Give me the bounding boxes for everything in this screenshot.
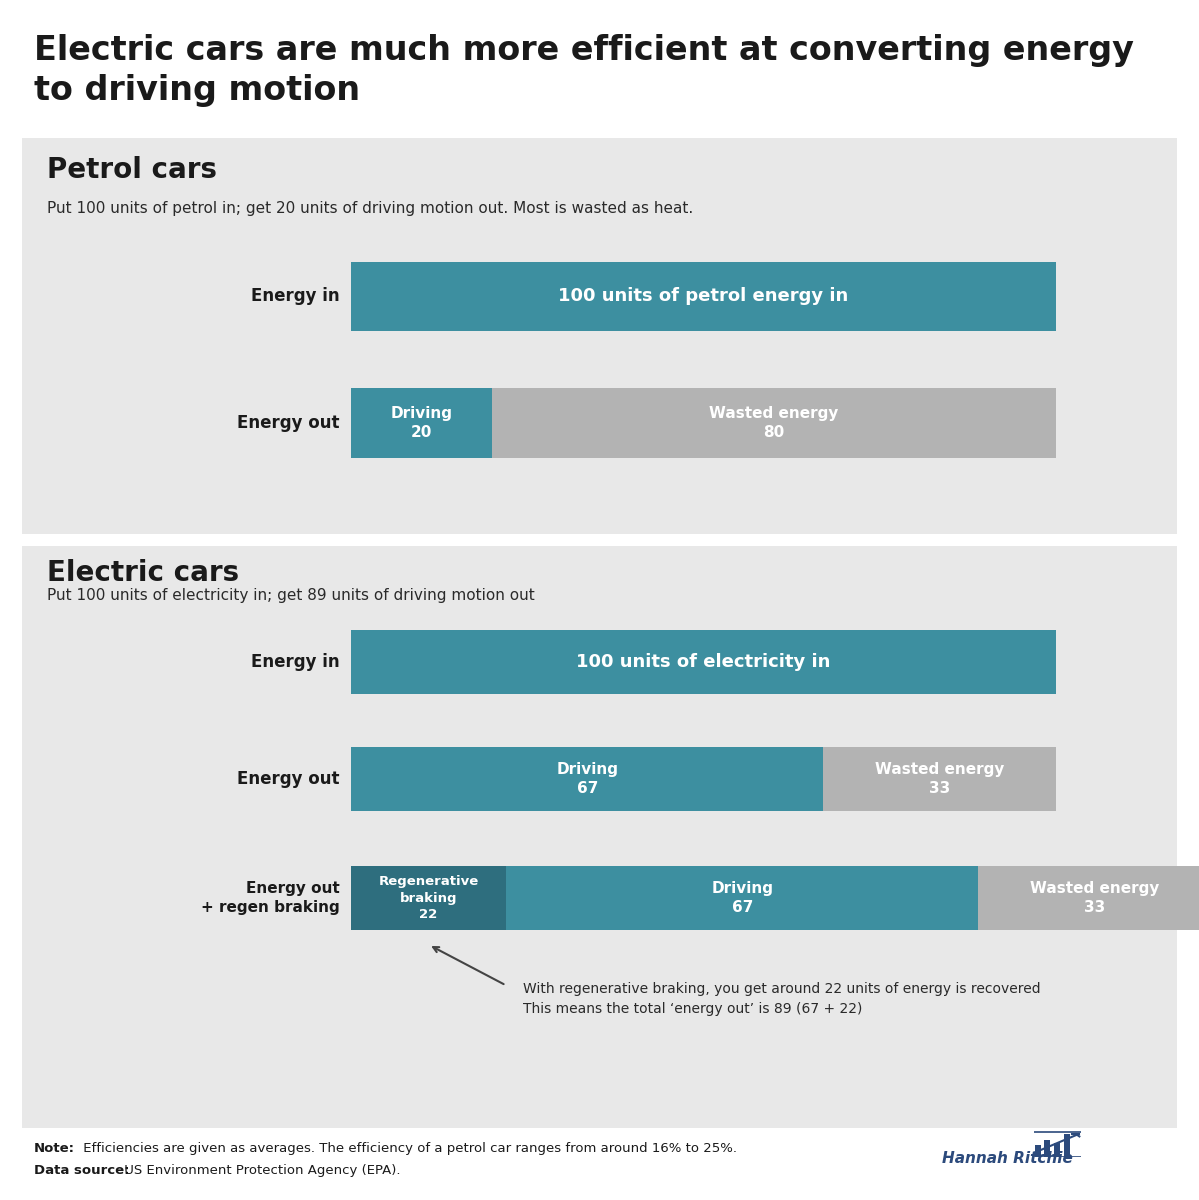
Text: Driving
67: Driving 67 [556,762,619,796]
Text: Energy out: Energy out [237,414,339,432]
Text: Energy in: Energy in [251,287,339,305]
Text: 100 units of electricity in: 100 units of electricity in [577,653,831,671]
Text: Energy out: Energy out [237,770,339,787]
FancyBboxPatch shape [978,866,1199,930]
Text: Driving
67: Driving 67 [711,881,773,916]
Bar [1044,1140,1050,1157]
Text: Put 100 units of electricity in; get 89 units of driving motion out: Put 100 units of electricity in; get 89 … [47,588,535,602]
FancyBboxPatch shape [492,389,1056,457]
Text: Hannah Ritchie: Hannah Ritchie [942,1152,1073,1166]
FancyBboxPatch shape [351,630,1056,695]
FancyBboxPatch shape [506,866,978,930]
Text: Electric cars: Electric cars [47,559,239,587]
Text: Energy out
+ regen braking: Energy out + regen braking [200,881,339,916]
Text: Driving
20: Driving 20 [391,406,452,440]
Text: Regenerative
braking
22: Regenerative braking 22 [379,875,478,922]
Bar [1054,1144,1060,1157]
FancyBboxPatch shape [824,746,1056,811]
Text: 100 units of petrol energy in: 100 units of petrol energy in [559,287,849,305]
Text: Put 100 units of petrol in; get 20 units of driving motion out. Most is wasted a: Put 100 units of petrol in; get 20 units… [47,202,693,216]
Text: Wasted energy
80: Wasted energy 80 [710,406,839,440]
Text: With regenerative braking, you get around 22 units of energy is recovered
This m: With regenerative braking, you get aroun… [524,983,1041,1016]
FancyBboxPatch shape [351,389,492,457]
Text: Wasted energy
33: Wasted energy 33 [1030,881,1159,916]
Text: Note:: Note: [34,1142,74,1156]
FancyBboxPatch shape [351,746,824,811]
Text: to driving motion: to driving motion [34,74,360,108]
Bar [1035,1146,1041,1157]
Text: Petrol cars: Petrol cars [47,156,217,184]
FancyBboxPatch shape [351,262,1056,331]
Bar [1064,1134,1070,1157]
Text: Efficiencies are given as averages. The efficiency of a petrol car ranges from a: Efficiencies are given as averages. The … [79,1142,737,1156]
Text: US Environment Protection Agency (EPA).: US Environment Protection Agency (EPA). [120,1164,400,1177]
FancyBboxPatch shape [351,866,506,930]
Text: Energy in: Energy in [251,653,339,671]
Text: Wasted energy
33: Wasted energy 33 [875,762,1005,796]
Text: Electric cars are much more efficient at converting energy: Electric cars are much more efficient at… [34,34,1133,67]
Text: Data source:: Data source: [34,1164,129,1177]
